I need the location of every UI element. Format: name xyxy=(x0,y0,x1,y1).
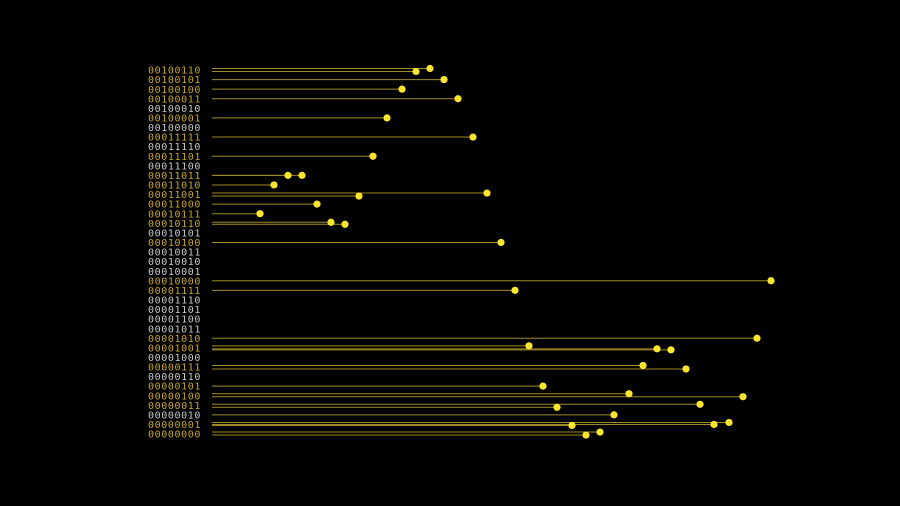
dots xyxy=(256,64,775,439)
lollipop-dot xyxy=(596,428,604,436)
lollipop-dot xyxy=(398,85,406,93)
row-label: 00001101 xyxy=(148,305,201,316)
row-label: 00010011 xyxy=(148,248,201,259)
row-label: 00100101 xyxy=(148,75,201,86)
lollipop-dot xyxy=(284,171,292,179)
lollipop-dot xyxy=(739,393,747,401)
stems xyxy=(212,68,771,436)
row-label: 00100000 xyxy=(148,123,201,134)
lollipop-dot xyxy=(341,220,349,228)
row-label: 00011010 xyxy=(148,181,201,192)
row-label: 00001110 xyxy=(148,296,201,307)
lollipop-dot xyxy=(355,192,363,200)
row-label: 00001010 xyxy=(148,334,201,345)
lollipop-dot xyxy=(313,200,321,208)
lollipop-dot xyxy=(454,95,462,103)
lollipop-dot xyxy=(682,365,690,373)
lollipop-dot xyxy=(582,431,590,439)
lollipop-dot xyxy=(440,75,448,84)
lollipop-dot xyxy=(256,210,264,218)
lollipop-dot xyxy=(653,345,661,353)
row-label: 00000100 xyxy=(148,391,201,402)
row-label: 00001000 xyxy=(148,353,201,364)
row-label: 00010010 xyxy=(148,257,201,268)
row-label: 00100110 xyxy=(148,66,201,77)
lollipop-dot xyxy=(725,418,733,427)
row-label: 00000101 xyxy=(148,382,201,393)
row-labels: 0010011000100101001001000010001100100010… xyxy=(148,66,201,441)
lollipop-dot xyxy=(426,64,434,73)
row-label: 00000000 xyxy=(148,430,201,441)
row-label: 00000110 xyxy=(148,372,201,383)
row-label: 00011011 xyxy=(148,171,201,182)
row-label: 00001100 xyxy=(148,315,201,326)
lollipop-dot xyxy=(767,277,775,285)
lollipop-dot xyxy=(511,286,519,294)
row-label: 00100100 xyxy=(148,85,201,96)
lollipop-dot xyxy=(525,342,533,350)
lollipop-dot xyxy=(568,421,576,430)
row-label: 00011100 xyxy=(148,161,201,172)
lollipop-dot xyxy=(639,361,647,370)
lollipop-dot xyxy=(327,218,335,226)
row-label: 00001011 xyxy=(148,324,201,335)
row-label: 00000010 xyxy=(148,410,201,421)
lollipop-dot xyxy=(469,133,477,141)
row-label: 00000011 xyxy=(148,401,201,412)
lollipop-dot xyxy=(553,403,561,411)
row-label: 00011111 xyxy=(148,133,201,144)
lollipop-dot xyxy=(539,382,547,390)
row-label: 00001001 xyxy=(148,343,201,354)
row-label: 00011110 xyxy=(148,142,201,153)
row-label: 00010111 xyxy=(148,209,201,220)
row-label: 00010101 xyxy=(148,228,201,239)
row-label: 00010000 xyxy=(148,276,201,287)
lollipop-dot xyxy=(696,400,704,408)
row-label: 00010100 xyxy=(148,238,201,249)
row-label: 00100011 xyxy=(148,94,201,105)
row-label: 00010110 xyxy=(148,219,201,230)
row-label: 00011101 xyxy=(148,152,201,163)
lollipop-dot xyxy=(383,114,391,122)
row-label: 00011000 xyxy=(148,200,201,211)
row-label: 00100010 xyxy=(148,104,201,115)
row-label: 00011001 xyxy=(148,190,201,201)
lollipop-dot xyxy=(298,171,306,179)
lollipop-dot xyxy=(610,411,618,419)
row-label: 00001111 xyxy=(148,286,201,297)
lollipop-dot xyxy=(753,334,761,342)
row-label: 00010001 xyxy=(148,267,201,278)
lollipop-dot xyxy=(270,181,278,189)
row-label: 00000111 xyxy=(148,363,201,374)
row-label: 00100001 xyxy=(148,114,201,125)
lollipop-dot xyxy=(412,67,420,76)
lollipop-dot xyxy=(710,420,718,429)
lollipop-dot xyxy=(483,189,491,197)
row-label: 00000001 xyxy=(148,420,201,431)
lollipop-dot xyxy=(497,238,505,247)
lollipop-dot xyxy=(369,152,377,160)
lollipop-dot xyxy=(625,390,633,398)
lollipop-dot xyxy=(667,346,675,354)
